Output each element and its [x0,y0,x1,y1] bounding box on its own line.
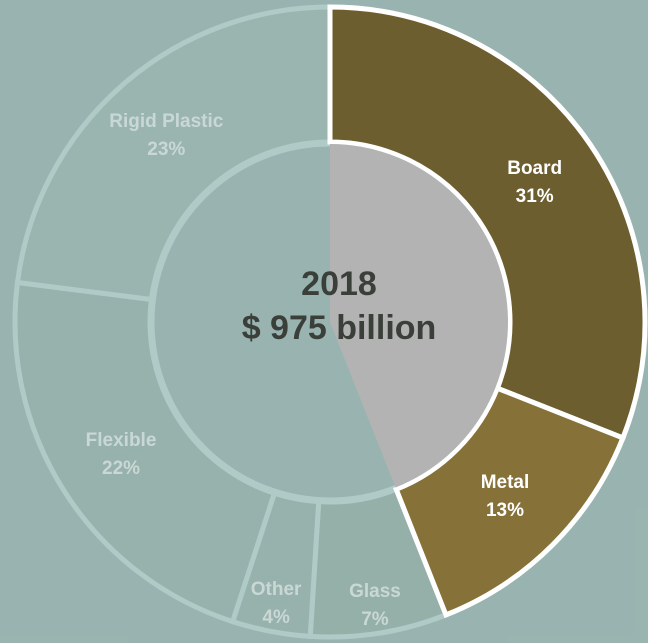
slice-percent: 13% [485,500,525,521]
slice-metal-vivid [393,385,627,619]
slice-percent: 7% [361,608,389,630]
slice-percent: 31% [515,185,554,207]
slice-label-flexible: Flexible 22% [86,427,157,483]
slice-label-glass: Glass 7% [349,578,401,634]
slice-name: Metal [480,472,530,493]
donut-hole-clear [330,144,509,488]
slice-percent: 23% [147,139,186,161]
center-year: 2018 [301,265,377,303]
slice-percent: 22% [102,457,141,479]
slice-name: Rigid Plastic [109,111,224,133]
center-label: 2018 $ 975 billion [184,262,494,350]
slice-percent: 4% [262,607,290,629]
slice-board-vivid [327,4,648,442]
slice-name: Glass [349,580,401,602]
slice-label-metal: Metal 13% [481,469,530,525]
slice-label-rigid-plastic: Rigid Plastic 23% [109,108,223,164]
slice-name: Other [250,579,302,601]
slice-name: Board [507,157,563,179]
slice-label-other: Other 4% [251,576,302,632]
slice-name: Flexible [85,429,157,451]
slice-label-board: Board 31% [507,155,562,211]
center-total: $ 975 billion [241,309,437,347]
